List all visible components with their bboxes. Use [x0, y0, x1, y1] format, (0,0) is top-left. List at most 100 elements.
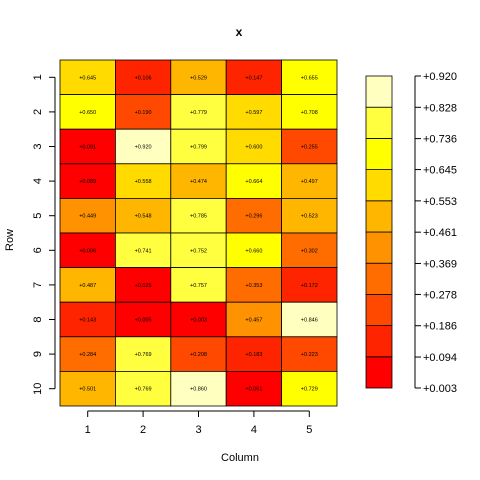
heatmap-cell	[281, 301, 338, 338]
color-scale-swatch	[365, 169, 393, 202]
color-scale-tick-label: +0.828	[423, 102, 457, 114]
heatmap-cell	[281, 163, 338, 199]
cell-value-label: +0.005	[135, 318, 152, 324]
y-axis-label: Row	[4, 229, 16, 251]
color-scale-swatch	[365, 137, 393, 170]
y-tick-label: 1	[32, 74, 44, 80]
cell-value-label: +0.089	[79, 179, 96, 185]
heatmap-cell	[281, 232, 338, 268]
cell-value-label: +0.846	[301, 318, 318, 324]
x-tick-label: 2	[140, 424, 146, 436]
heatmap-cell	[225, 128, 282, 165]
heatmap-cell	[59, 370, 116, 407]
color-scale-tick-label: +0.920	[423, 71, 457, 83]
cell-value-label: +0.860	[190, 387, 207, 393]
color-scale-swatch	[365, 356, 393, 389]
heatmap-cell	[59, 59, 116, 95]
cell-value-label: +0.025	[135, 283, 152, 289]
cell-value-label: +0.650	[79, 110, 96, 116]
cell-value-label: +0.296	[245, 214, 262, 220]
heatmap-cell	[225, 163, 282, 199]
heatmap-cell	[170, 336, 227, 372]
cell-value-label: +0.769	[135, 387, 152, 393]
heatmap-cell	[59, 94, 116, 130]
cell-value-label: +0.091	[79, 145, 96, 151]
cell-value-label: +0.353	[245, 283, 262, 289]
cell-value-label: +0.457	[245, 318, 262, 324]
x-tick-label: 5	[306, 424, 312, 436]
x-tick-label: 3	[195, 424, 201, 436]
cell-value-label: +0.501	[79, 387, 96, 393]
color-scale-swatch	[365, 293, 393, 326]
color-scale-swatch	[365, 75, 393, 108]
heatmap-cell	[115, 370, 172, 407]
y-tick-label: 4	[32, 178, 44, 184]
cell-value-label: +0.208	[190, 352, 207, 358]
heatmap-cell	[170, 197, 227, 234]
cell-value-label: +0.920	[135, 145, 152, 151]
color-scale-swatch	[365, 262, 393, 295]
heatmap-cell	[281, 336, 338, 372]
y-tick-label: 2	[32, 109, 44, 115]
cell-value-label: +0.600	[245, 145, 262, 151]
heatmap-cells: +0.645 +0.106 +0.529 +0.147 +0.655 +0.650 +0.1…	[59, 59, 338, 407]
cell-value-label: +0.523	[301, 214, 318, 220]
heatmap-cell	[170, 232, 227, 268]
heatmap-cell	[115, 128, 172, 165]
x-tick-label: 1	[85, 424, 91, 436]
cell-value-label: +0.172	[301, 283, 318, 289]
color-scale-tick-label: +0.736	[423, 134, 457, 146]
heatmap-cell	[225, 370, 282, 407]
heatmap-cell	[115, 336, 172, 372]
heatmap-cell	[170, 370, 227, 407]
cell-value-label: +0.284	[79, 352, 96, 358]
color-scale-tick-label: +0.186	[423, 321, 457, 333]
cell-value-label: +0.143	[79, 318, 96, 324]
y-tick-label: 9	[32, 351, 44, 357]
x-axis-label: Column	[221, 452, 259, 464]
color-scale-swatch	[365, 231, 393, 264]
x-tick-label: 4	[251, 424, 257, 436]
heatmap-cell	[170, 94, 227, 130]
x-axis: 1 2 3 4 5	[85, 410, 312, 436]
color-scale-tick-label: +0.094	[423, 352, 457, 364]
y-axis: 1 2 3 4 5 6 7 8 9 10	[32, 74, 56, 395]
color-scale-tick-label: +0.645	[423, 165, 457, 177]
color-scale-swatch	[365, 200, 393, 233]
color-scale-tick-label: +0.003	[423, 383, 457, 395]
heatmap-cell	[115, 163, 172, 199]
cell-value-label: +0.752	[190, 248, 207, 254]
y-tick-label: 6	[32, 247, 44, 253]
cell-value-label: +0.449	[79, 214, 96, 220]
color-scale-tick-label: +0.369	[423, 258, 457, 270]
heatmap-cell	[59, 163, 116, 199]
cell-value-label: +0.474	[190, 179, 207, 185]
heatmap-cell	[115, 197, 172, 234]
cell-value-label: +0.597	[245, 110, 262, 116]
heatmap-cell	[281, 197, 338, 234]
color-scale-legend: +0.003 +0.094 +0.186 +0.278 +0.369 +0.461 +0.5…	[365, 71, 457, 395]
heatmap-cell	[59, 197, 116, 234]
cell-value-label: +0.729	[301, 387, 318, 393]
cell-value-label: +0.497	[301, 179, 318, 185]
cell-value-label: +0.660	[245, 248, 262, 254]
heatmap-cell	[115, 301, 172, 338]
heatmap-cell	[225, 301, 282, 338]
color-scale-tick-label: +0.461	[423, 227, 457, 239]
cell-value-label: +0.558	[135, 179, 152, 185]
cell-value-label: +0.003	[190, 318, 207, 324]
cell-value-label: +0.741	[135, 248, 152, 254]
y-tick-label: 8	[32, 316, 44, 322]
chart-title: x	[236, 25, 243, 39]
cell-value-label: +0.302	[301, 248, 318, 254]
cell-value-label: +0.106	[135, 75, 152, 81]
heatmap-cell	[115, 59, 172, 95]
cell-value-label: +0.190	[135, 110, 152, 116]
heatmap-cell	[170, 59, 227, 95]
cell-value-label: +0.061	[245, 387, 262, 393]
cell-value-label: +0.785	[190, 214, 207, 220]
cell-value-label: +0.708	[301, 110, 318, 116]
cell-value-label: +0.529	[190, 75, 207, 81]
heatmap-cell	[59, 301, 116, 338]
